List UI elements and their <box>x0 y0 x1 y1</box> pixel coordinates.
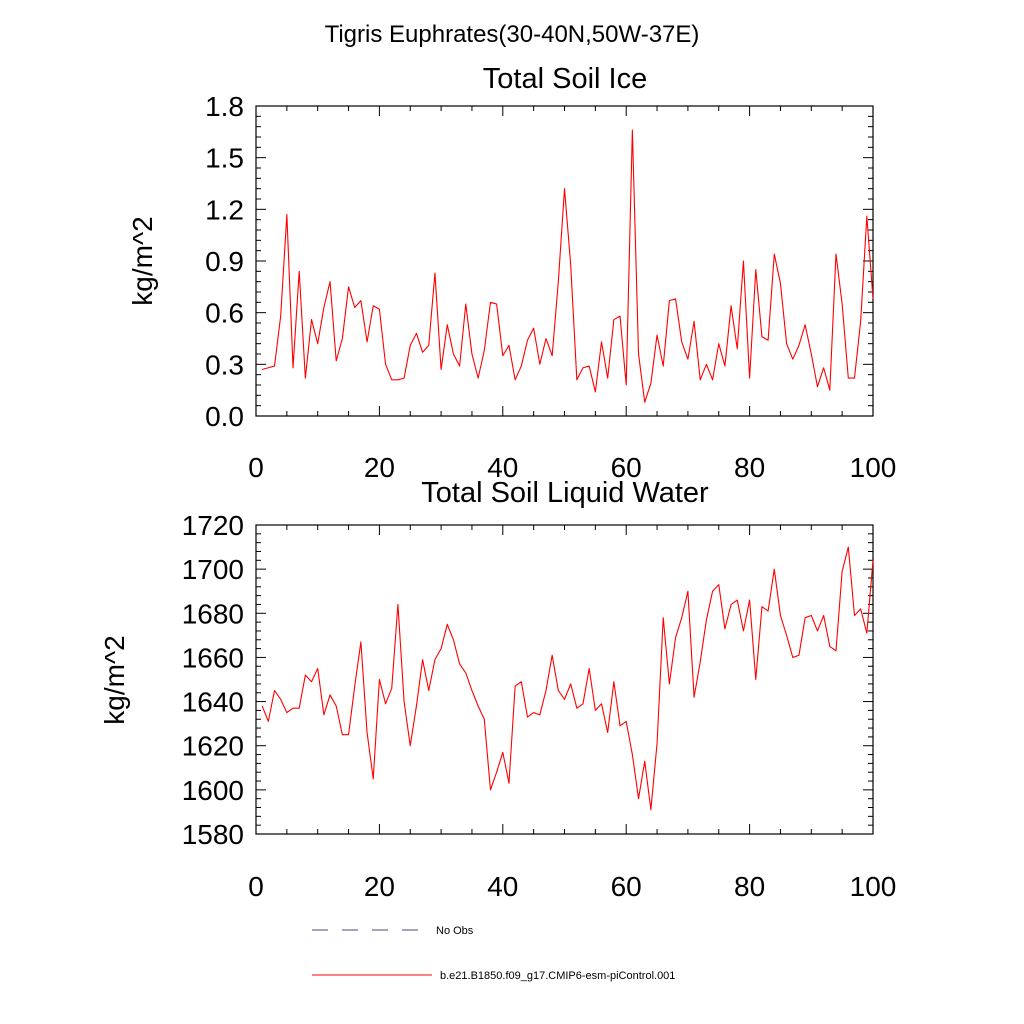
soil-liquid-water-title: Total Soil Liquid Water <box>421 477 709 509</box>
soil-liquid-water-x-tick-label: 0 <box>248 871 264 902</box>
soil-ice-y-axis-label: kg/m^2 <box>127 216 158 305</box>
soil-ice-y-tick-label: 0.6 <box>205 298 244 329</box>
soil-liquid-water-series-line <box>261 546 874 811</box>
soil-liquid-water-y-axis-label: kg/m^2 <box>99 635 130 724</box>
soil-liquid-water-y-tick-label: 1620 <box>182 731 244 762</box>
soil-ice-x-tick-label: 80 <box>734 452 765 483</box>
soil-ice-x-tick-label: 20 <box>364 452 395 483</box>
soil-ice-series-line <box>262 129 874 403</box>
soil-liquid-water-x-tick-label: 20 <box>364 871 395 902</box>
legend-no-obs-label: No Obs <box>436 925 474 937</box>
legend-model-label: b.e21.B1850.f09_g17.CMIP6-esm-piControl.… <box>440 970 675 982</box>
soil-liquid-water-x-tick-label: 100 <box>850 871 897 902</box>
soil-ice-panel: Total Soil Ice 0 20 40 60 80 100 0.0 0.3 0.6 0.9 1… <box>127 63 896 483</box>
soil-liquid-water-x-tick-label: 40 <box>487 871 518 902</box>
soil-ice-title: Total Soil Ice <box>483 63 647 95</box>
soil-ice-y-tick-label: 0.9 <box>205 246 244 277</box>
soil-ice-x-tick-label: 0 <box>248 452 264 483</box>
soil-ice-y-tick-label: 0.3 <box>205 349 244 380</box>
soil-ice-plot-frame <box>255 105 874 417</box>
soil-ice-x-tick-label: 60 <box>611 452 642 483</box>
soil-liquid-water-y-tick-label: 1720 <box>182 510 244 541</box>
soil-ice-y-tick-label: 0.0 <box>205 401 244 432</box>
soil-ice-x-tick-label: 100 <box>850 452 897 483</box>
legend: No Obs b.e21.B1850.f09_g17.CMIP6-esm-piC… <box>312 925 675 982</box>
soil-liquid-water-y-tick-label: 1700 <box>182 554 244 585</box>
soil-liquid-water-y-tick-label: 1680 <box>182 598 244 629</box>
soil-liquid-water-y-tick-label: 1640 <box>182 687 244 718</box>
soil-liquid-water-y-tick-label: 1580 <box>182 819 244 850</box>
soil-ice-y-tick-label: 1.5 <box>205 143 244 174</box>
soil-ice-y-tick-label: 1.8 <box>205 91 244 122</box>
soil-ice-y-tick-label: 1.2 <box>205 194 244 225</box>
soil-liquid-water-x-tick-label: 60 <box>611 871 642 902</box>
soil-ice-x-tick-label: 40 <box>487 452 518 483</box>
soil-liquid-water-panel: Total Soil Liquid Water 0 20 40 60 80 100 1580… <box>99 477 896 902</box>
soil-liquid-water-plot-frame <box>255 524 874 835</box>
soil-liquid-water-y-tick-label: 1660 <box>182 642 244 673</box>
figure-title: Tigris Euphrates(30-40N,50W-37E) <box>325 21 700 48</box>
soil-liquid-water-x-tick-label: 80 <box>734 871 765 902</box>
soil-liquid-water-y-tick-label: 1600 <box>182 775 244 806</box>
